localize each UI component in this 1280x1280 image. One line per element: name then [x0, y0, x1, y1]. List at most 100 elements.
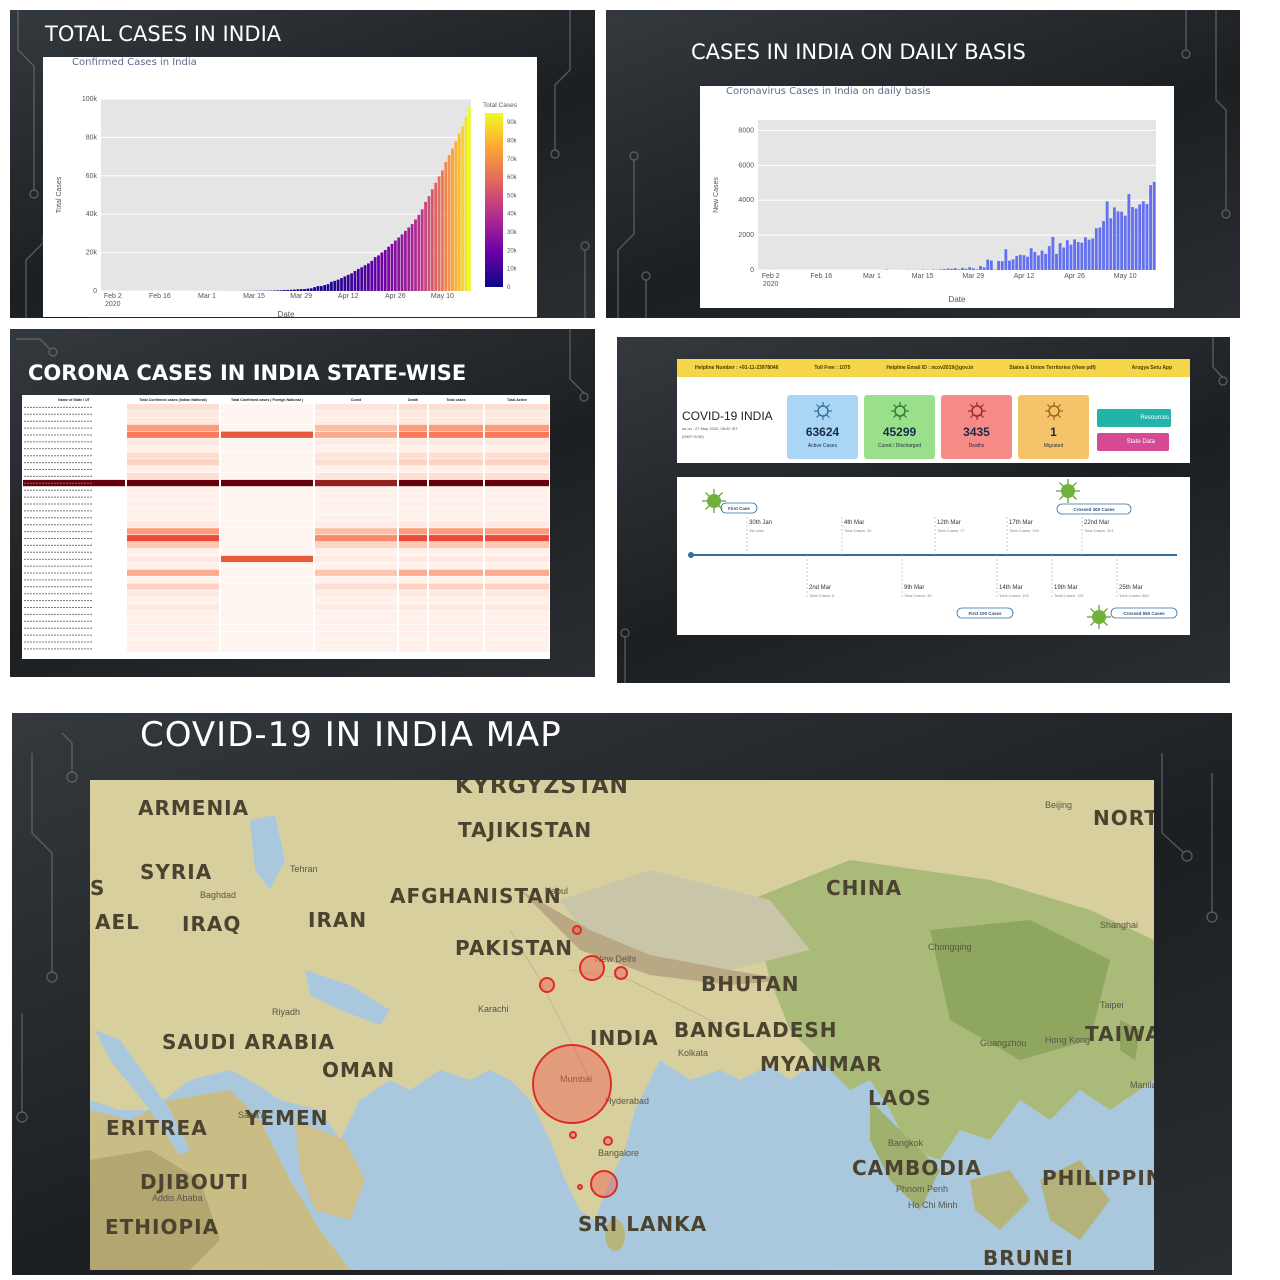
card-deaths[interactable]: 3435 Deaths: [941, 395, 1012, 459]
toll-free[interactable]: Toll Free : 1075: [814, 365, 851, 371]
table-cell: [315, 486, 397, 494]
resources-button[interactable]: Resources: [1097, 409, 1171, 427]
bar: [1098, 227, 1102, 270]
colorbar-tick-label: 80k: [507, 138, 518, 144]
table-cell: [485, 555, 549, 563]
table-cell: [485, 611, 549, 618]
table-cell: [399, 473, 427, 480]
bar: [444, 162, 448, 291]
y-tick-label: 20k: [86, 250, 98, 257]
country-label: S: [90, 876, 106, 900]
table-cell: [221, 617, 313, 625]
table-cell: [429, 452, 483, 459]
city-label: Hyderabad: [605, 1096, 650, 1106]
table-cell: [315, 631, 397, 638]
table-cell: [485, 486, 549, 494]
table-cell: [429, 576, 483, 583]
table-cell: [399, 604, 427, 611]
table-cell: [127, 431, 219, 438]
table-cell: [485, 438, 549, 445]
table-cell: [315, 590, 397, 597]
country-label: LAOS: [868, 1086, 932, 1110]
city-label: Beijing: [1045, 800, 1073, 810]
covid-map[interactable]: KYRGYZSTAN ARMENIA TAJIKISTAN NORT SYRIA S AEL…: [90, 780, 1154, 1270]
bar: [279, 290, 283, 291]
table-cell: [315, 500, 397, 507]
table-cell: [485, 583, 549, 590]
table-cell: [429, 548, 483, 556]
x-tick-label: Apr 12: [1014, 273, 1035, 280]
table-cell: [485, 445, 549, 452]
state-data-button[interactable]: State Data: [1097, 433, 1169, 451]
y-tick-label: 100k: [82, 96, 98, 103]
table-cell: [429, 535, 483, 542]
table-cell: [127, 445, 219, 452]
virus-icon: [891, 402, 909, 420]
y-tick-label: 4000: [738, 197, 754, 204]
table-cell: [399, 583, 427, 590]
table-cell: [127, 645, 219, 652]
table-cell: [429, 473, 483, 480]
table-cell: [127, 479, 219, 487]
bar: [1084, 237, 1087, 270]
states-pdf-link[interactable]: States & Union Territories (View pdf): [1009, 365, 1096, 371]
table-cell: [429, 555, 483, 563]
y-tick-label: 0: [750, 267, 754, 274]
x-axis-label: Date: [949, 295, 966, 304]
bar: [434, 182, 438, 291]
chart-title: Coronavirus Cases in India on daily basi…: [726, 86, 931, 97]
helpline-number[interactable]: Helpline Number : +91-11-23978046: [694, 365, 779, 371]
arogya-setu-link[interactable]: Arogya Setu App: [1131, 365, 1173, 371]
timeline-date: 12th Mar: [937, 520, 961, 526]
x-tick-label: Mar 29: [290, 293, 312, 300]
timeline-note: Total Cases: 321: [1084, 528, 1115, 533]
table-cell: [315, 583, 397, 590]
table-cell: [315, 569, 397, 576]
country-label: BANGLADESH: [674, 1018, 838, 1042]
table-cell: [315, 493, 397, 500]
table-cell: [221, 611, 313, 618]
table-header: Total Confirmed cases ( Foreign National…: [231, 398, 304, 402]
bar: [1112, 207, 1116, 270]
table-cell: [399, 486, 427, 494]
table-cell: [485, 452, 549, 459]
card-cured[interactable]: 45299 Cured / Discharged: [864, 395, 935, 459]
bar: [1000, 261, 1004, 270]
table-cell: [429, 431, 483, 438]
bar: [1131, 207, 1134, 270]
card-migrated[interactable]: 1 Migrated: [1018, 395, 1089, 459]
country-label: TAJIKISTAN: [458, 818, 593, 842]
helpline-email[interactable]: Helpline Email ID : ncov2019@gov.in: [886, 365, 974, 371]
table-cell: [399, 438, 427, 445]
slide-total-cases: TOTAL CASES IN INDIA Confirmed Cases in …: [10, 10, 595, 318]
table-cell: [127, 438, 219, 445]
table-cell: [221, 438, 313, 445]
timeline-note: Total Cases: 151: [1054, 593, 1085, 598]
bar: [424, 201, 427, 291]
x-tick-label: Feb 2: [762, 273, 780, 280]
bar: [289, 289, 293, 291]
table-cell: [399, 528, 427, 535]
card-active[interactable]: 63624 Active Cases: [787, 395, 858, 459]
dashboard-subtitle: as on : 27 May 2020, 08:00 IST (GMT+5:30…: [682, 426, 738, 439]
table-cell: [315, 438, 397, 445]
bar: [454, 141, 458, 291]
timeline-tag: [956, 607, 1014, 619]
country-label: SYRIA: [140, 860, 213, 884]
table-cell: [315, 479, 397, 487]
bar: [1120, 211, 1124, 270]
bar: [1127, 194, 1131, 270]
bar: [1029, 248, 1033, 270]
table-cell: [127, 604, 219, 611]
country-label: BRUNEI: [983, 1246, 1074, 1270]
table-cell: [399, 459, 427, 466]
case-bubble: [603, 1136, 613, 1146]
table-header: Total Active: [507, 398, 527, 402]
bar: [1105, 201, 1109, 270]
slide-dashboard: Helpline Number : +91-11-23978046 Toll F…: [617, 337, 1230, 683]
table-cell: [315, 514, 397, 521]
table-cell: [221, 645, 313, 652]
table-cell: [221, 493, 313, 500]
table-cell: [315, 431, 397, 438]
table-cell: [429, 438, 483, 445]
